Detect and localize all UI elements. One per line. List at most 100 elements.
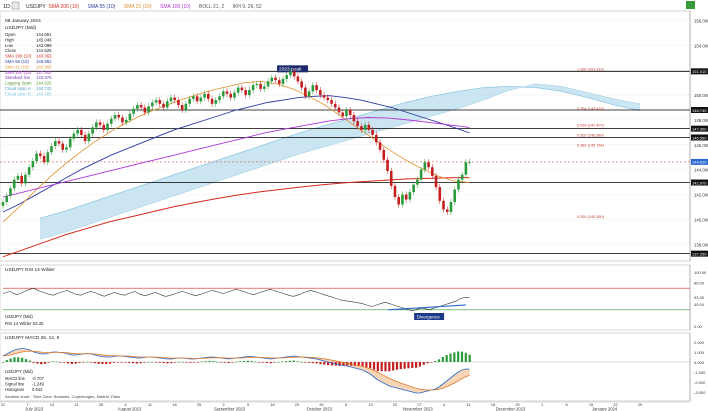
macd-histogram-bar xyxy=(307,362,311,363)
flag-icon[interactable] xyxy=(686,1,695,9)
candle-body xyxy=(5,195,9,203)
date-tick-label: 25 xyxy=(515,403,519,407)
date-tick-label: 6 xyxy=(345,403,347,407)
candle-body xyxy=(330,100,333,104)
macd-histogram-bar xyxy=(120,362,123,363)
candle-body xyxy=(68,138,72,148)
date-tick-label: 23 xyxy=(295,403,299,407)
macd-histogram-bar xyxy=(151,361,154,363)
macd-tick-label: 1.000 xyxy=(694,350,705,355)
level-price-label: 142.970 xyxy=(692,180,707,185)
macd-histogram-bar xyxy=(231,362,234,363)
sma-line-sma-21-10- xyxy=(2,80,470,223)
macd-histogram-bar xyxy=(449,353,452,362)
candle-body xyxy=(367,124,371,130)
candle-body xyxy=(42,156,46,163)
macd-histogram-bar xyxy=(51,361,54,363)
sma-line-sma-55-10- xyxy=(2,95,470,213)
date-tick-label: 20 xyxy=(393,403,397,407)
macd-histogram-bar xyxy=(376,362,379,372)
macd-histogram-bar xyxy=(403,362,406,369)
level-price-label: 147.300 xyxy=(692,126,707,131)
level-price-label: 148.740 xyxy=(692,108,707,113)
candle-body xyxy=(423,162,427,170)
candle-body xyxy=(225,91,229,94)
price-tick-label: 144.000 xyxy=(694,168,708,173)
date-tick-label: 11 xyxy=(148,403,152,407)
date-tick-label: 30 xyxy=(319,403,323,407)
level-price-box xyxy=(691,250,708,257)
level-price-label: 137.250 xyxy=(692,251,707,256)
candle-body xyxy=(158,100,162,104)
date-axis: 31 7 14 21 28 4 11 18 25 2 9 16 23 30 6 13 20 27 4 11 18 25 1 8… xyxy=(0,401,690,411)
macd-tick-label: -3.000 xyxy=(694,390,706,395)
candle-body xyxy=(315,85,318,91)
macd-histogram-bar xyxy=(116,362,119,363)
ohlc-row-label: SMA 200 (10) xyxy=(5,54,32,59)
ohlc-row-label: Cloud span B xyxy=(5,91,31,96)
legend-item-1: SMA 200 (10) xyxy=(49,4,80,10)
candle-body xyxy=(285,75,289,79)
macd-histogram-bar xyxy=(418,362,422,367)
candle-body xyxy=(274,77,277,81)
date-tick-label: 18 xyxy=(172,403,176,407)
candle-body xyxy=(65,147,68,150)
candle-body xyxy=(24,174,27,184)
macd-histogram-bar xyxy=(288,360,291,362)
month-label: October 2023 xyxy=(307,407,333,411)
macd-histogram-bar xyxy=(346,362,349,366)
candle-body xyxy=(397,197,401,205)
macd-histogram-bar xyxy=(223,362,226,363)
candle-body xyxy=(121,117,124,123)
candle-body xyxy=(236,87,240,93)
symbol-icon[interactable] xyxy=(11,1,20,10)
macd-histogram-bar xyxy=(407,362,410,369)
legend-item-2: SMA 55 (10) xyxy=(88,4,116,10)
candle-body xyxy=(375,134,378,143)
candle-body xyxy=(307,91,311,97)
macd-histogram-bar xyxy=(97,362,100,364)
candlesticks xyxy=(1,68,471,216)
macd-histogram-bar xyxy=(457,351,460,362)
candle-body xyxy=(180,105,184,111)
level-price-box xyxy=(691,107,708,114)
ohlc-row-value: 147.402 xyxy=(36,70,52,75)
candle-body xyxy=(199,97,203,102)
macd-histogram-bar xyxy=(323,362,326,365)
macd-histogram-bar xyxy=(422,362,425,365)
divergence-badge xyxy=(414,313,445,320)
ohlc-row-label: High xyxy=(5,37,14,42)
date-tick-label: 28 xyxy=(99,403,103,407)
macd-histogram-bar xyxy=(319,362,322,365)
macd-histogram-bar xyxy=(292,360,295,362)
rsi-indicator: Divergence 100.00 80.00 53.30 40.00 0.00 xyxy=(2,265,707,330)
candle-body xyxy=(91,127,94,134)
candle-body xyxy=(177,100,180,106)
month-label: November 2023 xyxy=(403,407,433,411)
macd-tick-label: 0.000 xyxy=(694,360,705,365)
candle-body xyxy=(255,83,259,86)
candle-body xyxy=(192,96,195,99)
candle-body xyxy=(143,107,147,113)
candle-body xyxy=(106,123,109,130)
candle-body xyxy=(453,189,457,203)
candle-body xyxy=(165,101,169,108)
macd-histogram-bar xyxy=(441,356,444,362)
macd-tick-label: 2.000 xyxy=(694,340,705,345)
ohlc-panel: 08 January 2024 USDJPY (Mid) Open 144.691… xyxy=(5,18,52,96)
macd-histogram-bar xyxy=(426,362,429,364)
macd-histogram-bar xyxy=(330,362,334,366)
macd-subtitle: USDJPY (Mid) xyxy=(5,369,33,374)
macd-histogram-bar xyxy=(158,362,161,363)
candle-body xyxy=(16,175,20,180)
macd-histogram-bar xyxy=(284,361,288,362)
ohlc-row-label: SMA 21 (10) xyxy=(5,64,29,69)
date-tick-label: 13 xyxy=(368,403,372,407)
period-label[interactable]: 1D xyxy=(3,4,10,10)
candle-body xyxy=(87,133,91,142)
macd-histogram-bar xyxy=(261,362,265,363)
candle-body xyxy=(139,105,143,108)
macd-histogram-bar xyxy=(304,362,307,363)
footer-note: Intraline chart · Time Zone: Brussels, C… xyxy=(5,394,120,399)
candle-body xyxy=(337,107,341,113)
